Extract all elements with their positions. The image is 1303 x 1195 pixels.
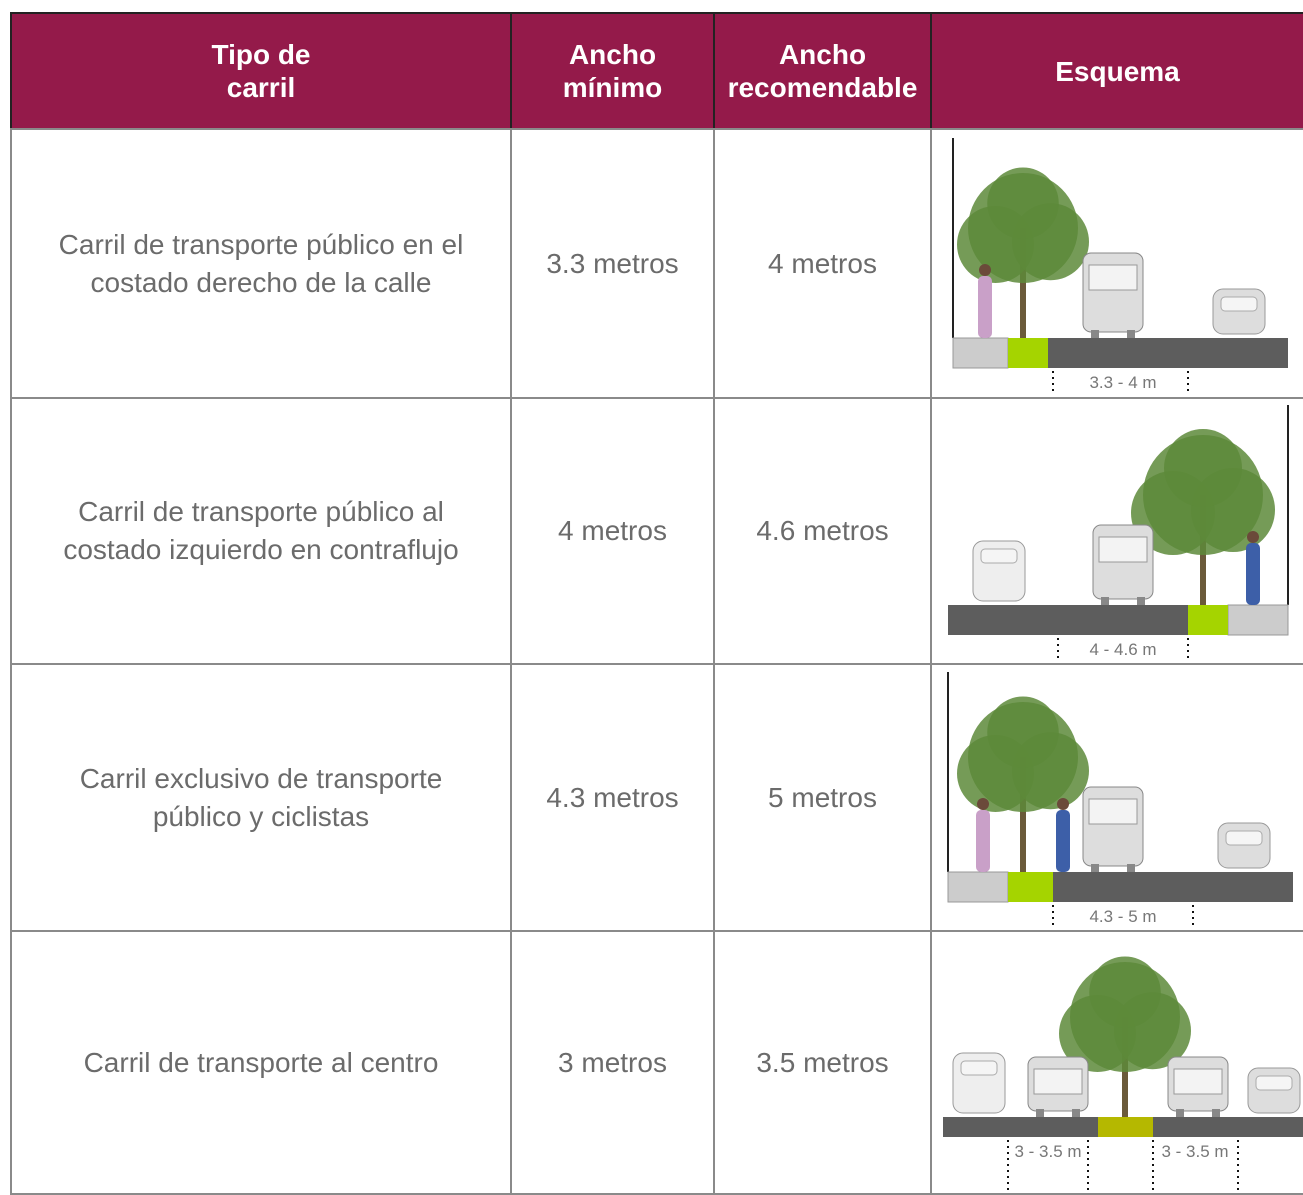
cell-text: 3 metros <box>558 1046 667 1078</box>
tree-trunk <box>1019 756 1026 872</box>
person-head <box>978 263 991 276</box>
car-window <box>1255 1075 1292 1090</box>
planter <box>1007 337 1048 368</box>
tree-canopy <box>986 167 1059 239</box>
person-head <box>1056 797 1069 810</box>
wheel <box>1175 1108 1184 1117</box>
scheme: 3.3 - 4 m <box>951 137 1288 392</box>
body-cell: 3.3 metros <box>510 128 715 399</box>
cell-text: 3.5 metros <box>756 1046 889 1078</box>
wheel <box>1100 597 1109 605</box>
scheme: 4.3 - 5 m <box>946 671 1293 926</box>
bus-window <box>1088 264 1137 290</box>
planter <box>1187 605 1228 635</box>
road <box>947 605 1188 635</box>
car-window <box>1220 296 1257 311</box>
body-cell: Carril exclusivo de transporte público y… <box>10 663 512 932</box>
measure-label: 4 - 4.6 m <box>1089 640 1156 659</box>
wheel <box>1126 863 1135 872</box>
body-cell: Carril de transporte al centro <box>10 930 512 1195</box>
car-window <box>1225 830 1262 845</box>
body-cell: 4 metros <box>510 397 715 665</box>
scheme-cell: 4 - 4.6 m <box>930 397 1303 665</box>
wheel <box>1071 1108 1080 1117</box>
wheel <box>1126 329 1135 338</box>
car-window <box>980 548 1017 564</box>
body-cell: 4.6 metros <box>713 397 932 665</box>
cell-text: 4.3 metros <box>546 781 679 813</box>
body-cell: 4 metros <box>713 128 932 399</box>
header-text: Esquema <box>1055 55 1180 87</box>
cell-text: Carril de transporte al centro <box>83 1046 439 1078</box>
sidewalk <box>1227 604 1288 636</box>
measure-label: 3.3 - 4 m <box>1089 373 1156 392</box>
scheme-cell: 3.3 - 4 m <box>930 128 1303 399</box>
header-cell: Tipo de carril <box>10 12 512 130</box>
person-body <box>977 275 992 338</box>
header-text: Tipo de carril <box>211 39 311 103</box>
header-cell: Esquema <box>930 12 1303 130</box>
person-body <box>1245 543 1260 605</box>
tree-canopy <box>1163 429 1242 507</box>
scheme: 3 - 3.5 m 3 - 3.5 m <box>942 956 1303 1190</box>
bus-window <box>1098 536 1147 563</box>
road <box>1047 337 1288 368</box>
scheme-cell: 3 - 3.5 m 3 - 3.5 m <box>930 930 1303 1195</box>
tree-canopy <box>986 696 1059 768</box>
wheel <box>1090 863 1099 872</box>
person-head <box>976 797 989 810</box>
measure-label: 3 - 3.5 m <box>1161 1142 1228 1161</box>
header-text: Ancho mínimo <box>562 39 663 103</box>
body-cell: 3 metros <box>510 930 715 1195</box>
cell-text: 5 metros <box>768 781 877 813</box>
body-cell: Carril de transporte público en el costa… <box>10 128 512 399</box>
wheel <box>1035 1108 1044 1117</box>
person-body <box>1055 809 1070 872</box>
cell-text: Carril de transporte público al costado … <box>63 496 459 565</box>
wheel <box>1211 1108 1220 1117</box>
sidewalk <box>947 871 1008 902</box>
cell-text: 3.3 metros <box>546 247 679 279</box>
person-head <box>1246 531 1259 543</box>
bus-window <box>1173 1068 1222 1094</box>
planter <box>1097 1116 1153 1137</box>
planter <box>1007 871 1053 902</box>
body-cell: 3.5 metros <box>713 930 932 1195</box>
body-cell: Carril de transporte público al costado … <box>10 397 512 665</box>
tree-canopy <box>1088 956 1161 1028</box>
sidewalk <box>952 337 1008 368</box>
scheme-cell: 4.3 - 5 m <box>930 663 1303 932</box>
bus-window <box>1088 798 1137 824</box>
wheel <box>1090 329 1099 338</box>
car-window <box>960 1060 997 1075</box>
person-body <box>975 809 990 872</box>
bus-window <box>1033 1068 1082 1094</box>
measure-label: 4.3 - 5 m <box>1089 907 1156 926</box>
cell-text: Carril exclusivo de transporte público y… <box>79 762 443 832</box>
header-text: Ancho recomendable <box>727 39 918 103</box>
header-cell: Ancho mínimo <box>510 12 715 130</box>
road <box>1052 871 1293 902</box>
measure-label: 3 - 3.5 m <box>1014 1142 1081 1161</box>
body-cell: 5 metros <box>713 663 932 932</box>
body-cell: 4.3 metros <box>510 663 715 932</box>
cell-text: 4.6 metros <box>756 515 889 546</box>
wheel <box>1136 597 1145 605</box>
cell-text: 4 metros <box>768 247 877 279</box>
cell-text: Carril de transporte público en el costa… <box>58 228 464 298</box>
header-cell: Ancho recomendable <box>713 12 932 130</box>
cell-text: 4 metros <box>558 515 667 546</box>
scheme: 4 - 4.6 m <box>947 405 1289 659</box>
